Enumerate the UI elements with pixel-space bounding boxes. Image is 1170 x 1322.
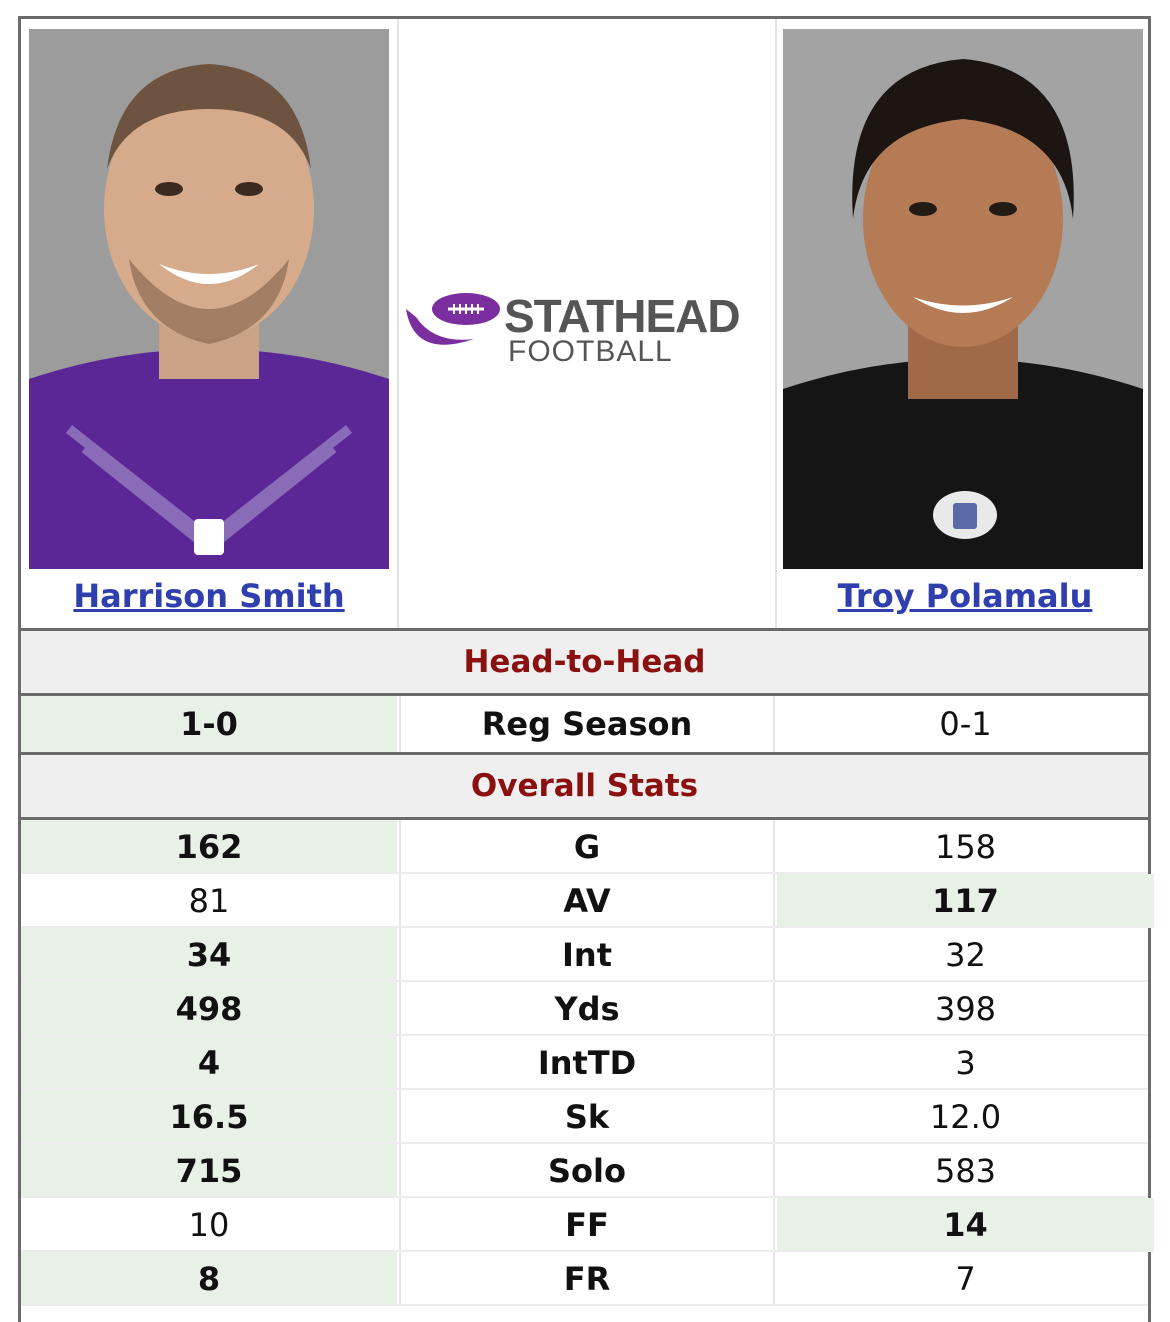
row-divider bbox=[21, 1142, 1148, 1144]
left-value: 162 bbox=[21, 820, 397, 874]
stathead-logo[interactable]: STATHEAD FOOTBALL bbox=[404, 279, 774, 369]
row-divider bbox=[21, 1088, 1148, 1090]
table-row: 498 Yds 398 bbox=[21, 982, 1148, 1036]
player-photo-left-image bbox=[29, 29, 389, 569]
right-value: 398 bbox=[934, 990, 997, 1028]
comparison-table: Harrison Smith STATHEAD FOOTBALL bbox=[18, 16, 1154, 1322]
left-value: 498 bbox=[21, 982, 397, 1036]
stat-label: Yds bbox=[399, 982, 775, 1036]
left-value: 4 bbox=[21, 1036, 397, 1090]
left-value: 715 bbox=[21, 1144, 397, 1198]
logo-wordmark: STATHEAD bbox=[504, 290, 741, 342]
player-photo-right-image bbox=[783, 29, 1143, 569]
row-divider bbox=[21, 980, 1148, 982]
right-value: 583 bbox=[934, 1152, 997, 1190]
table-row: 10 FF 14 bbox=[21, 1198, 1154, 1252]
stat-label: Int bbox=[399, 928, 775, 982]
left-value: 81 bbox=[188, 882, 230, 920]
row-divider bbox=[21, 1304, 1148, 1306]
table-row: 81 AV 117 bbox=[21, 874, 1154, 928]
right-value: 7 bbox=[955, 1260, 976, 1298]
player-header: Harrison Smith STATHEAD FOOTBALL bbox=[21, 19, 1148, 628]
football-swoosh-icon bbox=[406, 293, 500, 345]
player-photo-right[interactable] bbox=[783, 29, 1143, 569]
column-divider bbox=[775, 19, 777, 628]
section-header-head-to-head: Head-to-Head bbox=[21, 628, 1148, 696]
row-divider bbox=[21, 1034, 1148, 1036]
logo-subtitle: FOOTBALL bbox=[508, 335, 673, 368]
table-row: 1-0 Reg Season 0-1 bbox=[21, 696, 1148, 752]
stat-label: AV bbox=[399, 874, 775, 928]
right-value: 3 bbox=[955, 1044, 976, 1082]
table-row: 8 FR 7 bbox=[21, 1252, 1148, 1306]
stat-label: FR bbox=[399, 1252, 775, 1306]
section-header-overall-stats: Overall Stats bbox=[21, 752, 1148, 820]
right-value: 117 bbox=[777, 874, 1154, 928]
player-link-left[interactable]: Harrison Smith bbox=[73, 577, 345, 615]
right-value: 32 bbox=[945, 936, 986, 974]
table-row: 162 G 158 bbox=[21, 820, 1148, 874]
stat-label: Reg Season bbox=[399, 696, 775, 752]
stat-label: G bbox=[399, 820, 775, 874]
right-value: 0-1 bbox=[939, 705, 992, 743]
left-value: 10 bbox=[188, 1206, 230, 1244]
right-value: 14 bbox=[777, 1198, 1154, 1252]
stat-label: IntTD bbox=[399, 1036, 775, 1090]
table-row: 34 Int 32 bbox=[21, 928, 1148, 982]
left-value: 16.5 bbox=[21, 1090, 397, 1144]
right-value: 158 bbox=[934, 828, 997, 866]
left-value: 8 bbox=[21, 1252, 397, 1306]
stat-label: FF bbox=[399, 1198, 775, 1252]
stat-label: Sk bbox=[399, 1090, 775, 1144]
player-link-right[interactable]: Troy Polamalu bbox=[837, 577, 1093, 615]
right-value: 12.0 bbox=[929, 1098, 1002, 1136]
player-photo-left[interactable] bbox=[29, 29, 389, 569]
row-divider bbox=[21, 872, 1148, 874]
section-title: Head-to-Head bbox=[463, 644, 706, 680]
left-value: 1-0 bbox=[21, 696, 397, 752]
table-row: 4 IntTD 3 bbox=[21, 1036, 1148, 1090]
table-row: 16.5 Sk 12.0 bbox=[21, 1090, 1148, 1144]
column-divider bbox=[397, 19, 399, 628]
section-title: Overall Stats bbox=[470, 768, 699, 804]
stat-label: Solo bbox=[399, 1144, 775, 1198]
row-divider bbox=[21, 1250, 1148, 1252]
left-value: 34 bbox=[21, 928, 397, 982]
table-row: 715 Solo 583 bbox=[21, 1144, 1148, 1198]
row-divider bbox=[21, 926, 1148, 928]
row-divider bbox=[21, 1196, 1148, 1198]
